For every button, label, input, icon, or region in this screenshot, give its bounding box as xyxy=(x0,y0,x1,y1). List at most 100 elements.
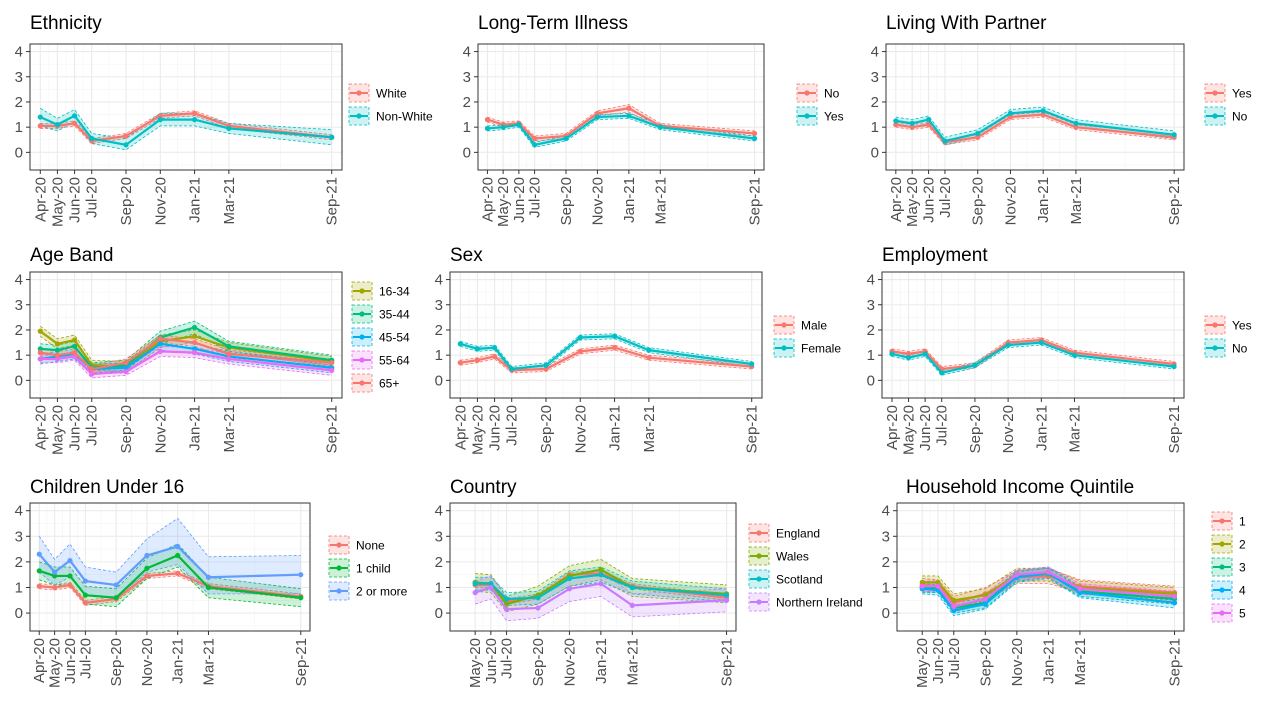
data-point xyxy=(1171,600,1178,606)
data-point xyxy=(563,135,569,142)
chart-title: Age Band xyxy=(30,245,113,266)
data-point xyxy=(67,558,73,564)
data-point xyxy=(491,353,498,360)
legend-label: Female xyxy=(801,342,841,356)
y-tick-label: 4 xyxy=(15,44,23,61)
data-point xyxy=(951,604,957,610)
data-point xyxy=(972,362,978,368)
data-point xyxy=(975,130,981,137)
chart-title: Country xyxy=(450,477,517,498)
data-point xyxy=(598,581,604,587)
data-point xyxy=(566,575,573,582)
data-point xyxy=(982,592,988,598)
ci-lower-line xyxy=(922,578,1175,617)
y-tick-label: 0 xyxy=(15,605,23,622)
x-tick-label: Jul-20 xyxy=(84,405,101,446)
data-point xyxy=(191,346,198,352)
panel-3: Living With Partner 0 1 2 3 4 Apr-20 May-20 Jun-… xyxy=(871,13,1252,227)
data-point xyxy=(646,355,652,361)
legend-label: Northern Ireland xyxy=(776,596,863,610)
data-point xyxy=(893,118,899,124)
data-point xyxy=(500,124,506,130)
data-point xyxy=(474,357,481,363)
data-point xyxy=(54,122,61,128)
chart-title: Living With Partner xyxy=(886,13,1047,34)
data-point xyxy=(531,135,538,142)
data-point xyxy=(942,138,948,144)
series-line xyxy=(922,570,1175,608)
data-point xyxy=(516,122,522,128)
data-point xyxy=(37,346,43,352)
ci-lower-line xyxy=(475,596,727,622)
data-point xyxy=(157,348,163,354)
data-point xyxy=(52,584,58,591)
data-point xyxy=(144,565,150,571)
plot-border xyxy=(896,502,1185,632)
ci-lower-line xyxy=(40,356,332,379)
data-point xyxy=(598,572,604,578)
x-tick-label: May-20 xyxy=(49,405,66,455)
data-point xyxy=(1171,593,1178,600)
data-point xyxy=(52,573,58,579)
data-point xyxy=(37,123,43,129)
data-point xyxy=(1073,120,1079,126)
data-point xyxy=(951,597,957,603)
chart-title: Sex xyxy=(450,245,483,266)
x-tick-label: Mar-21 xyxy=(221,405,238,453)
y-tick-label: 0 xyxy=(463,144,471,161)
x-tick-label: Mar-21 xyxy=(652,177,669,225)
y-tick-label: 0 xyxy=(435,605,443,622)
data-point xyxy=(226,356,232,362)
data-point xyxy=(909,120,915,126)
ci-lower-line xyxy=(922,576,1175,614)
legend-key-point xyxy=(356,90,362,96)
x-tick-label: Jul-20 xyxy=(77,638,94,679)
x-tick-label: May-20 xyxy=(467,638,484,688)
plot-background xyxy=(450,272,762,398)
y-tick-label: 3 xyxy=(867,297,875,314)
data-point xyxy=(205,574,212,580)
y-tick-label: 2 xyxy=(871,94,879,111)
ci-upper-line xyxy=(475,566,727,594)
y-tick-label: 0 xyxy=(15,372,23,389)
ci-lower-line xyxy=(39,566,301,608)
x-tick-label: Jun-20 xyxy=(930,638,947,684)
plot-background xyxy=(897,503,1184,631)
plot-border xyxy=(29,271,343,399)
data-point xyxy=(54,356,61,362)
data-point xyxy=(611,333,618,339)
data-point xyxy=(484,117,491,123)
x-tick-label: Jan-21 xyxy=(170,638,187,684)
legend-label: Yes xyxy=(1232,87,1252,101)
series-line xyxy=(474,582,727,611)
legend-label: 55-64 xyxy=(379,354,410,368)
y-tick-label: 0 xyxy=(15,144,23,161)
x-tick-label: Apr-20 xyxy=(479,177,496,222)
y-tick-label: 1 xyxy=(435,347,443,364)
x-tick-label: Apr-20 xyxy=(32,177,49,222)
data-point xyxy=(893,122,899,128)
x-tick-label: Sep-20 xyxy=(118,177,135,225)
data-point xyxy=(36,583,42,589)
data-point xyxy=(919,579,925,585)
data-point xyxy=(89,135,95,142)
data-point xyxy=(1007,114,1014,120)
legend-label: 16-34 xyxy=(379,285,410,299)
y-tick-label: 3 xyxy=(435,297,443,314)
legend-key-point xyxy=(359,288,365,294)
x-tick-label: Sep-21 xyxy=(293,638,310,686)
x-tick-label: Jul-20 xyxy=(84,177,101,218)
legend: None 1 child 2 or more xyxy=(328,535,408,601)
y-tick-label: 3 xyxy=(882,528,890,545)
y-tick-label: 2 xyxy=(882,554,890,571)
legend-key-point xyxy=(1212,90,1218,96)
x-tick-label: Mar-21 xyxy=(1066,405,1083,453)
data-point xyxy=(71,120,78,126)
x-tick-label: Jul-20 xyxy=(937,177,954,218)
data-point xyxy=(157,117,163,123)
ci-upper-line xyxy=(475,558,727,597)
legend-label: 65+ xyxy=(379,377,399,391)
legend: 1 2 3 4 5 xyxy=(1211,511,1246,623)
data-point xyxy=(543,366,549,372)
